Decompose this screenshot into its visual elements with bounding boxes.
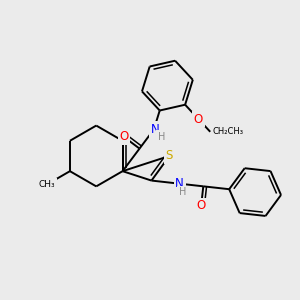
- Text: CH₃: CH₃: [39, 180, 56, 189]
- Text: N: N: [151, 123, 159, 136]
- Text: O: O: [119, 130, 128, 143]
- Text: H: H: [179, 188, 187, 197]
- Text: O: O: [196, 199, 206, 212]
- Text: S: S: [166, 149, 173, 163]
- Text: N: N: [175, 177, 184, 190]
- Text: H: H: [158, 132, 165, 142]
- Text: O: O: [194, 112, 203, 126]
- Text: CH₂CH₃: CH₂CH₃: [212, 127, 243, 136]
